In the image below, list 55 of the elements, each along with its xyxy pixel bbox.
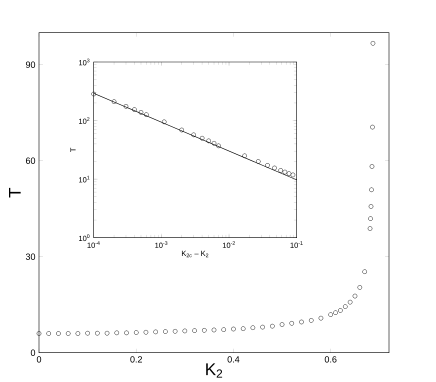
point [182, 328, 188, 334]
point [231, 326, 236, 332]
point [348, 300, 352, 304]
x-axis-title: K$_{2}$ [206, 363, 222, 378]
point [134, 330, 139, 335]
point [328, 312, 333, 317]
point [358, 285, 362, 290]
x-tick-label: 0.6 [324, 356, 337, 363]
y-tick-label: 60 [26, 158, 36, 164]
point [370, 124, 375, 130]
point [221, 327, 226, 332]
point [362, 269, 368, 274]
point [163, 329, 168, 334]
point [192, 328, 197, 333]
point [299, 320, 304, 324]
point [280, 322, 284, 327]
point [153, 330, 158, 334]
point [338, 308, 343, 313]
point [104, 330, 110, 336]
point [333, 310, 338, 316]
point [289, 320, 294, 326]
point [202, 328, 207, 333]
point [342, 304, 348, 309]
point [95, 330, 100, 336]
point [352, 294, 358, 298]
point [368, 226, 372, 231]
point [212, 328, 216, 332]
y-tick-label: 0 [30, 350, 36, 356]
y-axis-title: T [9, 188, 21, 198]
point [370, 40, 376, 46]
point [56, 331, 61, 336]
point [76, 331, 80, 336]
x-tick-label: 0.2 [130, 356, 142, 363]
point [172, 328, 178, 334]
point [308, 318, 314, 323]
y-tick-label: 30 [26, 254, 36, 260]
point [240, 326, 246, 332]
point [370, 164, 374, 169]
point [368, 216, 373, 221]
point [124, 330, 129, 336]
point [260, 324, 265, 330]
point [368, 204, 374, 209]
point [369, 188, 374, 192]
y-tick-label: 90 [26, 62, 36, 68]
point [270, 324, 275, 328]
point [114, 330, 120, 336]
point [66, 331, 70, 336]
point [36, 331, 42, 336]
point [318, 316, 324, 320]
point [46, 331, 52, 336]
point [250, 325, 256, 330]
x-tick-label: 0.4 [228, 356, 240, 363]
point [144, 330, 148, 335]
point [85, 330, 90, 336]
x-tick-label: 0 [36, 356, 42, 363]
